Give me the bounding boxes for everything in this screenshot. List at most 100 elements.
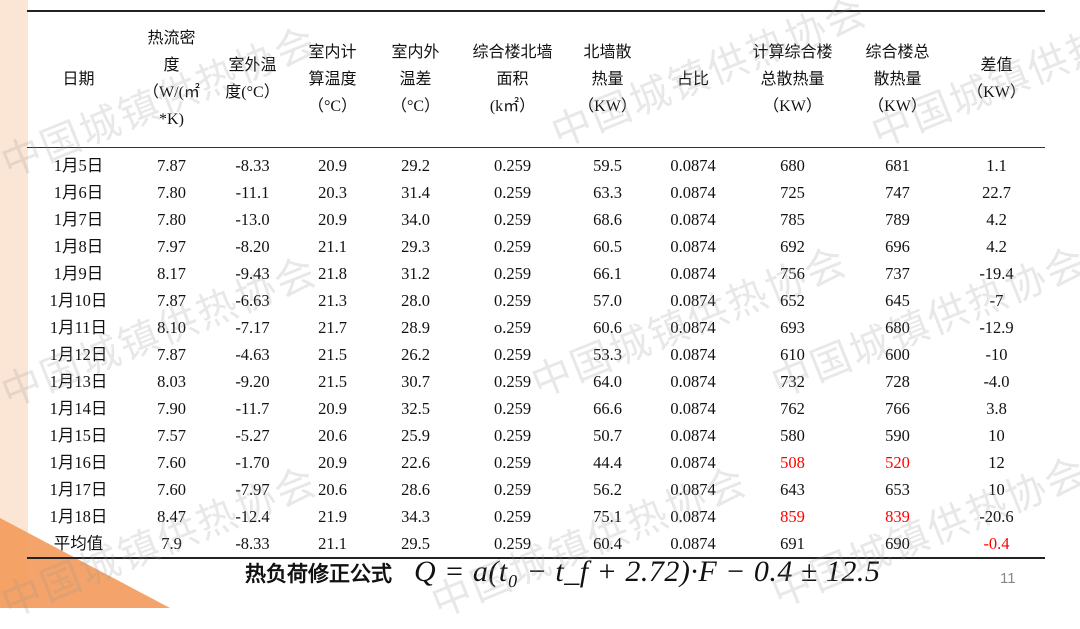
table-cell: 643 (780, 479, 805, 499)
table-cell: -19.4 (979, 263, 1014, 283)
column-header: 综合楼总 散热量 （KW） (865, 43, 930, 115)
table-cell: 0.0874 (670, 263, 716, 283)
column-header: 日期 (62, 70, 95, 88)
table-cell: 66.1 (593, 263, 622, 283)
table-cell: 653 (885, 479, 910, 499)
table-cell: 66.6 (593, 398, 622, 418)
table-cell: 0.259 (493, 452, 532, 472)
table-cell: 785 (780, 209, 805, 229)
table-cell: 60.4 (593, 533, 622, 553)
table-cell: -8.33 (235, 155, 270, 175)
table-cell: 839 (885, 506, 910, 526)
table-cell: -4.63 (235, 344, 270, 364)
table-row: 1月13日 8.03 -9.20 21.5 30.7 0.259 64.0 0.0874 732… (27, 368, 1045, 395)
table-cell: 20.9 (318, 209, 347, 229)
table-cell: 737 (885, 263, 910, 283)
table-cell: 25.9 (401, 425, 430, 445)
table-cell: 0.259 (493, 182, 532, 202)
table-cell: -12.4 (235, 506, 270, 526)
table-cell: 30.7 (401, 371, 430, 391)
table-cell: 728 (885, 371, 910, 391)
column-header: 综合楼北墙 面积 (k㎡） (472, 43, 553, 115)
table-cell: 1月7日 (53, 209, 104, 229)
table-cell: 0.259 (493, 371, 532, 391)
table-cell: 7.80 (157, 182, 186, 202)
table-cell: 59.5 (593, 155, 622, 175)
corner-decoration (0, 518, 170, 608)
column-header: 北墙散 热量 （KW） (578, 43, 637, 115)
table-cell: 1月14日 (49, 398, 108, 418)
table-cell: -8.20 (235, 236, 270, 256)
table-cell: 692 (780, 236, 805, 256)
table-cell: 691 (780, 533, 805, 553)
table-cell: 7.87 (157, 290, 186, 310)
table-cell: 63.3 (593, 182, 622, 202)
table-cell: 859 (780, 506, 805, 526)
formula: 热负荷修正公式 Q = a(t₀ − t_f + 2.72)·F − 0.4 ±… (245, 555, 880, 589)
table-cell: 20.6 (318, 479, 347, 499)
table-cell: 3.8 (986, 398, 1007, 418)
table-cell: 1.1 (986, 155, 1007, 175)
table-cell: 28.6 (401, 479, 430, 499)
table-cell: 1月16日 (49, 452, 108, 472)
table-cell: 0.0874 (670, 209, 716, 229)
table-cell: 12 (988, 452, 1005, 472)
table-row: 1月15日 7.57 -5.27 20.6 25.9 0.259 50.7 0.0874 580… (27, 422, 1045, 449)
table-cell: 0.259 (493, 236, 532, 256)
table-cell: -11.1 (235, 182, 270, 202)
column-header: 占比 (676, 70, 709, 88)
table-row: 1月7日 7.80 -13.0 20.9 34.0 0.259 68.6 0.0874 785 7… (27, 206, 1045, 233)
table-cell: 0.0874 (670, 317, 716, 337)
table-row: 1月8日 7.97 -8.20 21.1 29.3 0.259 60.5 0.0874 692 6… (27, 233, 1045, 260)
table-cell: 1月6日 (53, 182, 104, 202)
table-cell: 0.259 (493, 263, 532, 283)
table-cell: 8.47 (157, 506, 186, 526)
page-number: 11 (1000, 570, 1016, 587)
table-cell: 0.0874 (670, 452, 716, 472)
table-cell: -9.43 (235, 263, 270, 283)
column-header: 室内外 温差 （°C） (390, 43, 441, 115)
table-cell: 0.259 (493, 344, 532, 364)
table-cell: 31.4 (401, 182, 430, 202)
table-cell: 28.9 (401, 317, 430, 337)
table-cell: -11.7 (235, 398, 270, 418)
table-cell: 1月18日 (49, 506, 108, 526)
table-cell: 766 (885, 398, 910, 418)
table-cell: -20.6 (979, 506, 1014, 526)
table-cell: 1月10日 (49, 290, 108, 310)
table-cell: 29.5 (401, 533, 430, 553)
table-cell: 60.5 (593, 236, 622, 256)
table-cell: 7.80 (157, 209, 186, 229)
table-cell: 0.0874 (670, 290, 716, 310)
table-cell: -1.70 (235, 452, 270, 472)
table-cell: -0.4 (983, 533, 1010, 553)
table-cell: -4.0 (983, 371, 1010, 391)
table-row: 1月10日 7.87 -6.63 21.3 28.0 0.259 57.0 0.0874 652… (27, 287, 1045, 314)
table-cell: 508 (780, 452, 805, 472)
table-cell: 0.259 (493, 209, 532, 229)
table-cell: 34.3 (401, 506, 430, 526)
table-cell: 0.0874 (670, 479, 716, 499)
table-cell: 53.3 (593, 344, 622, 364)
table-cell: 1月9日 (53, 263, 104, 283)
column-header: 差值 （KW） (967, 57, 1026, 102)
table-row: 1月17日 7.60 -7.97 20.6 28.6 0.259 56.2 0.0874 643… (27, 476, 1045, 503)
table-cell: 789 (885, 209, 910, 229)
table-cell: 20.9 (318, 398, 347, 418)
table-cell: 0.259 (493, 290, 532, 310)
table-cell: -10 (985, 344, 1008, 364)
table-cell: 8.03 (157, 371, 186, 391)
table-cell: 0.0874 (670, 398, 716, 418)
table-cell: 0.0874 (670, 155, 716, 175)
left-decoration-band (0, 0, 28, 608)
column-header: 热流密 度 （W/(㎡ *K) (143, 30, 200, 129)
column-header: 计算综合楼 总散热量 （KW） (752, 43, 833, 115)
table-row: 1月5日 7.87 -8.33 20.9 29.2 0.259 59.5 0.0874 680 6… (27, 147, 1045, 179)
table-cell: 0.259 (493, 398, 532, 418)
table-cell: 4.2 (986, 209, 1007, 229)
table-cell: 32.5 (401, 398, 430, 418)
table-cell: 0.259 (493, 506, 532, 526)
table-cell: 725 (780, 182, 805, 202)
table-cell: 20.6 (318, 425, 347, 445)
formula-label: 热负荷修正公式 (245, 562, 392, 586)
